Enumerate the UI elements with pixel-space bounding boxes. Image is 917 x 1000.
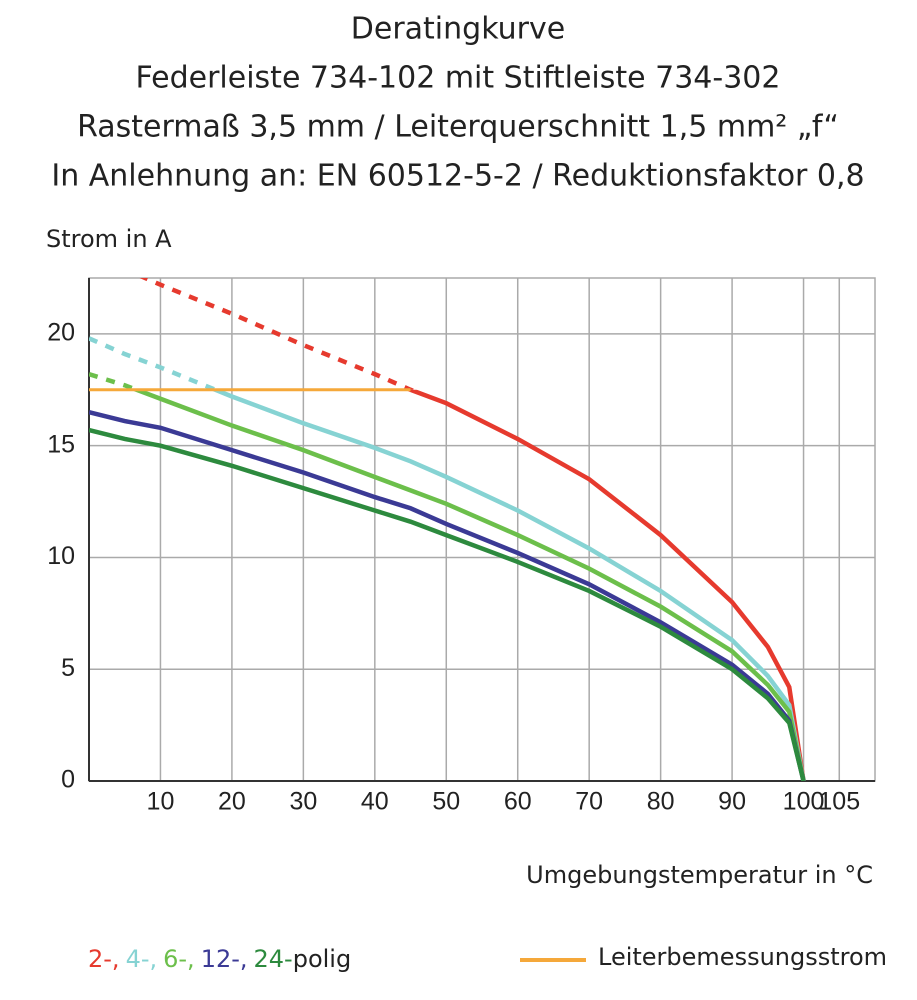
series-solid-group bbox=[209, 389, 806, 781]
series-solid-group bbox=[89, 427, 806, 781]
legend-entry: 2-, bbox=[88, 945, 120, 973]
chart-title: Deratingkurve bbox=[351, 12, 565, 47]
legend-suffix: polig bbox=[293, 945, 352, 973]
x-tick-label: 60 bbox=[504, 788, 532, 816]
x-tick-label: 80 bbox=[647, 788, 675, 816]
chart-title: Federleiste 734-102 mit Stiftleiste 734-… bbox=[136, 61, 781, 96]
x-tick-label: 50 bbox=[432, 788, 460, 816]
chart-title: Rastermaß 3,5 mm / Leiterquerschnitt 1,5… bbox=[77, 110, 839, 145]
legend-entry: 4-, bbox=[126, 945, 158, 973]
y-tick-label: 0 bbox=[61, 766, 75, 794]
plot-group bbox=[89, 278, 806, 781]
series-line bbox=[89, 409, 806, 781]
series-solid-group bbox=[130, 389, 806, 781]
series-solid-group bbox=[89, 409, 806, 781]
legend-entry: Leiterbemessungsstrom bbox=[598, 943, 887, 971]
x-tick-label: 90 bbox=[718, 788, 746, 816]
x-tick-label: 105 bbox=[818, 788, 860, 816]
plot-area bbox=[88, 277, 876, 782]
series-solid-group bbox=[404, 389, 806, 781]
series-line bbox=[404, 389, 806, 781]
x-tick-label: 70 bbox=[575, 788, 603, 816]
chart-title: In Anlehnung an: EN 60512-5-2 / Reduktio… bbox=[51, 159, 864, 194]
x-tick-label: 10 bbox=[147, 788, 175, 816]
y-tick-label: 5 bbox=[61, 654, 75, 682]
y-tick-label: 10 bbox=[47, 542, 75, 570]
legend: 2-, 4-, 6-, 12-, 24-polig bbox=[88, 945, 351, 973]
y-axis-label: Strom in A bbox=[46, 225, 172, 253]
series-line bbox=[130, 389, 806, 781]
legend-entry: 24- bbox=[254, 945, 293, 973]
x-tick-label: 20 bbox=[218, 788, 246, 816]
x-tick-label: 30 bbox=[289, 788, 317, 816]
x-axis-label: Umgebungstemperatur in °C bbox=[526, 861, 873, 889]
y-tick-label: 20 bbox=[47, 318, 75, 346]
y-tick-label: 15 bbox=[47, 430, 75, 458]
legend-entry: 12-, bbox=[201, 945, 248, 973]
x-tick-label: 40 bbox=[361, 788, 389, 816]
series-line bbox=[89, 427, 806, 781]
legend-entry: 6-, bbox=[163, 945, 195, 973]
series-line bbox=[209, 389, 806, 781]
x-tick-label: 100 bbox=[783, 788, 825, 816]
